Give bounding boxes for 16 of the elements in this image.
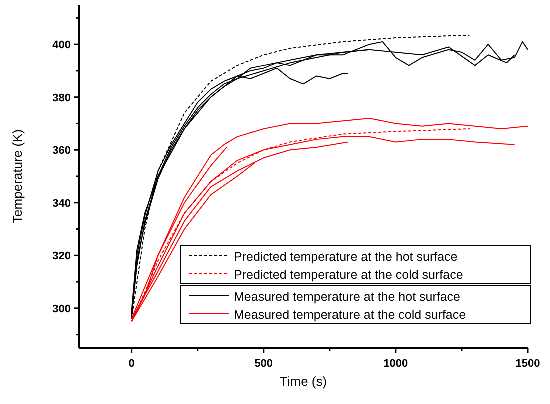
legend-label: Measured temperature at the hot surface — [234, 290, 461, 304]
legend-label: Predicted temperature at the cold surface — [234, 268, 464, 282]
legend-label: Measured temperature at the cold surface — [234, 308, 466, 322]
y-tick-label: 380 — [52, 92, 71, 104]
y-tick-label: 340 — [52, 198, 71, 210]
y-tick-label: 300 — [52, 303, 71, 316]
x-tick-label: 500 — [254, 358, 274, 370]
x-axis-title: Time (s) — [280, 374, 328, 389]
y-tick-label: 400 — [52, 40, 71, 52]
x-tick-label: 1000 — [384, 358, 408, 370]
x-tick-label: 0 — [128, 358, 135, 370]
y-tick-label: 320 — [52, 250, 71, 263]
legend-label: Predicted temperature at the hot surface — [234, 250, 458, 264]
y-tick-label: 360 — [52, 145, 71, 158]
y-axis-title: Temperature (K) — [10, 130, 25, 224]
x-tick-label: 1500 — [516, 358, 540, 370]
